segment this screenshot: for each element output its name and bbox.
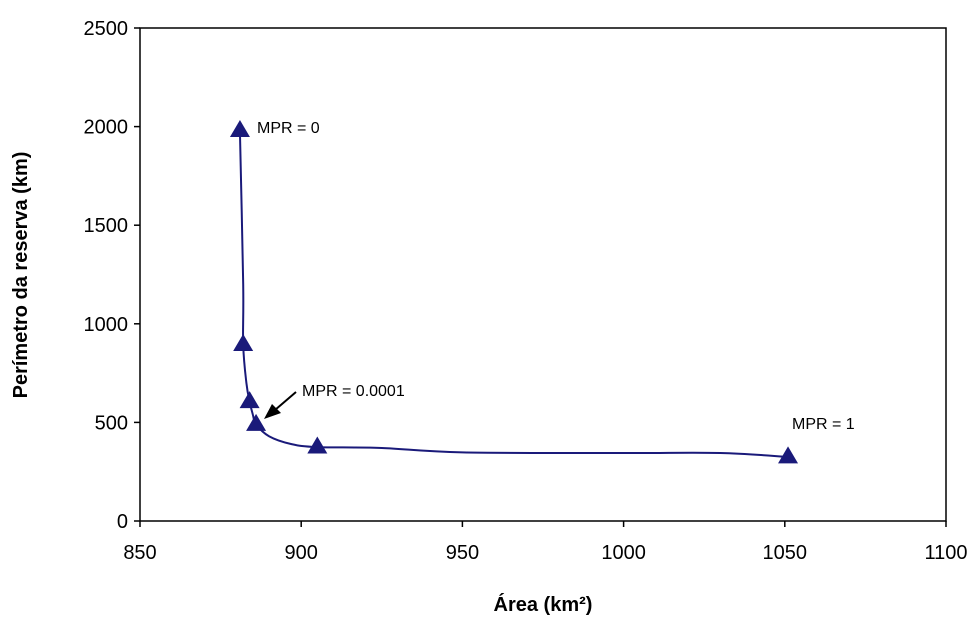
y-tick-label: 500 bbox=[95, 412, 128, 434]
x-tick-label: 1000 bbox=[601, 542, 646, 564]
data-point-triangle bbox=[229, 120, 250, 138]
data-point-triangle bbox=[307, 436, 328, 454]
x-tick-label: 850 bbox=[123, 542, 156, 564]
y-tick-label: 1000 bbox=[84, 314, 129, 336]
data-point-triangle bbox=[778, 446, 799, 464]
x-tick-label: 1100 bbox=[924, 542, 967, 564]
x-tick-label: 950 bbox=[446, 542, 479, 564]
y-tick-label: 0 bbox=[117, 511, 128, 533]
annotations: MPR = 0 MPR = 0.0001 MPR = 1 bbox=[257, 120, 855, 433]
data-point-triangle bbox=[239, 391, 260, 409]
x-axis-title: Área (km²) bbox=[494, 593, 593, 616]
y-tick-label: 2500 bbox=[84, 18, 129, 40]
x-axis-ticks: 850 900 950 1000 1050 1100 bbox=[123, 521, 968, 564]
data-points bbox=[229, 120, 799, 464]
y-axis-ticks: 0 500 1000 1500 2000 2500 bbox=[84, 18, 140, 533]
data-point-triangle bbox=[233, 333, 254, 351]
y-axis-title: Perímetro da reserva (km) bbox=[10, 152, 32, 399]
y-tick-label: 1500 bbox=[84, 215, 129, 237]
annotation-label: MPR = 0 bbox=[257, 120, 320, 137]
plot-area bbox=[139, 27, 947, 522]
x-tick-label: 1050 bbox=[763, 542, 808, 564]
annotation-label: MPR = 1 bbox=[792, 416, 855, 433]
y-tick-label: 2000 bbox=[84, 117, 129, 139]
data-point-triangle bbox=[246, 413, 267, 431]
annotation-arrowhead bbox=[264, 404, 281, 419]
annotation-label: MPR = 0.0001 bbox=[302, 383, 405, 400]
annotation-arrow bbox=[274, 391, 297, 411]
x-tick-label: 900 bbox=[285, 542, 318, 564]
